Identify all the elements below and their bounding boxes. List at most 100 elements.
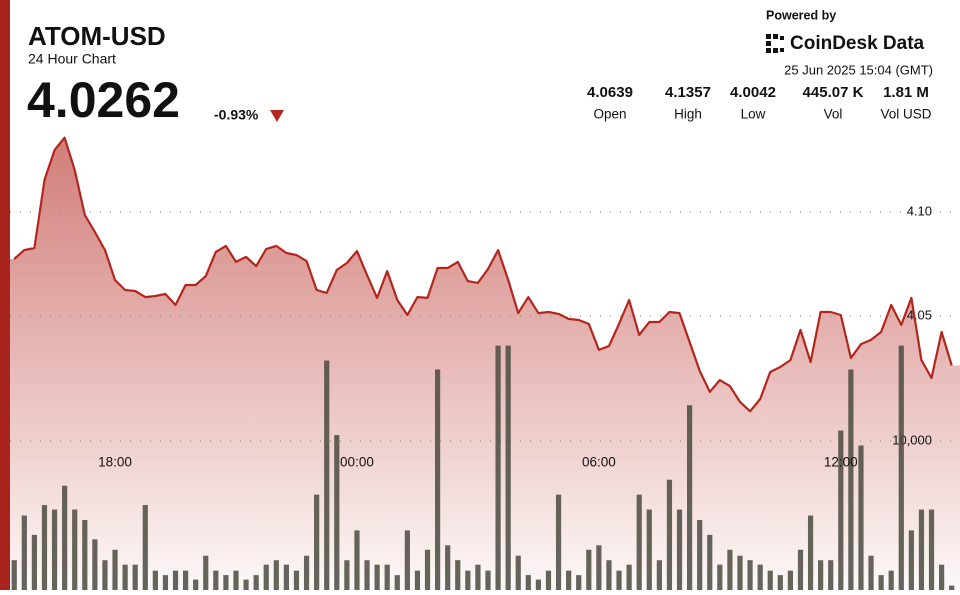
volume-bar <box>838 430 844 590</box>
stat-label: Low <box>741 107 766 122</box>
volume-bar <box>132 564 138 590</box>
volume-bar <box>62 485 68 590</box>
volume-bar <box>566 570 572 590</box>
volume-bar <box>888 570 894 590</box>
volume-bar <box>939 564 945 590</box>
volume-bar <box>41 505 48 590</box>
stat-value: 4.1357 <box>665 84 711 101</box>
volume-bar <box>344 560 350 590</box>
volume-bar <box>283 564 289 590</box>
volume-bar <box>737 555 743 590</box>
stat-label: Open <box>593 107 626 122</box>
stats: 4.0639 Open 4.1357 High 4.0042 Low 445.07 K Vol… <box>587 84 932 122</box>
volume-bar <box>334 435 340 590</box>
volume-bar <box>606 560 612 590</box>
volume-bar <box>707 534 713 590</box>
volume-bar <box>414 570 421 590</box>
volume-bar <box>152 570 158 590</box>
volume-bar <box>394 575 400 590</box>
volume-bar <box>273 560 279 590</box>
volume-bar <box>555 494 562 590</box>
volume-bar <box>112 549 118 590</box>
brand-logo <box>766 34 784 53</box>
volume-bar <box>303 555 310 590</box>
stat-value: 4.0639 <box>587 84 633 101</box>
x-tick-label: 00:00 <box>340 455 374 470</box>
volume-bar <box>757 564 763 590</box>
y-tick-label: 4.10 <box>907 203 932 218</box>
y-tick-label: 4.05 <box>907 307 932 322</box>
volume-bar <box>767 570 773 590</box>
volume-bar <box>293 570 300 590</box>
stat-label: Vol <box>824 107 843 122</box>
volume-bar <box>787 570 793 590</box>
down-arrow <box>270 110 284 122</box>
accent-strip <box>0 0 10 590</box>
price-line <box>13 136 953 413</box>
timestamp: 25 Jun 2025 15:04 (GMT) <box>784 62 933 77</box>
volume-bar <box>424 549 431 590</box>
volume-bar <box>576 575 582 590</box>
volume-bar <box>797 549 804 590</box>
volume-bar <box>92 539 98 590</box>
volume-bar <box>142 505 148 590</box>
volume-bar <box>878 575 884 590</box>
volume-bar <box>233 570 239 590</box>
volume-bar <box>253 575 259 590</box>
stat-label: Vol USD <box>880 107 931 122</box>
volume-bar <box>777 575 783 590</box>
volume-bar <box>485 570 491 590</box>
volume-bar <box>102 560 108 590</box>
change: -0.93% <box>214 107 259 123</box>
volume-bar <box>717 564 723 590</box>
volume-bar <box>475 564 481 590</box>
stat-value: 445.07 K <box>803 84 864 101</box>
volume-bar <box>586 549 592 590</box>
volume-bar <box>122 564 128 590</box>
volume-bar <box>505 345 511 590</box>
y-tick-label: 10,000 <box>892 432 932 447</box>
volume-bar <box>72 509 78 590</box>
volume-bar <box>928 509 935 590</box>
volume-bar <box>697 519 703 590</box>
volume-bar <box>828 560 834 590</box>
volume-bar <box>545 570 552 590</box>
volume-bar <box>918 509 925 590</box>
volume-bar <box>656 560 662 590</box>
volume-bar <box>203 555 209 590</box>
x-tick-label: 12:00 <box>824 455 858 470</box>
volume-bar <box>213 570 219 590</box>
volume-bar <box>243 579 249 590</box>
stat-value: 1.81 M <box>883 84 929 101</box>
volume-bar <box>646 509 652 590</box>
x-tick-label: 18:00 <box>98 455 132 470</box>
volume-bar <box>324 360 330 590</box>
volume-bar <box>172 570 179 590</box>
volume-bar <box>687 405 693 590</box>
volume-bar <box>193 579 199 590</box>
volume-bar <box>435 369 441 590</box>
volume-bar <box>747 560 753 590</box>
brand: CoinDesk Data <box>790 33 925 54</box>
x-tick-label: 06:00 <box>582 455 616 470</box>
volume-bar <box>374 564 380 590</box>
volume-bar <box>616 570 622 590</box>
volume-bar <box>364 560 370 590</box>
volume-bar <box>495 345 501 590</box>
volume-bar <box>314 494 320 590</box>
volume-bar <box>818 560 824 590</box>
plot-area: 4.05 4.10 10,000 18:00 00:00 06:00 12:00 <box>10 136 960 590</box>
volume-bar <box>183 570 189 590</box>
volume-bar <box>626 564 632 590</box>
volume-bar <box>455 560 461 590</box>
volume-bar <box>525 575 531 590</box>
volume-bar <box>858 445 864 590</box>
volume-bar <box>384 564 390 590</box>
volume-bar <box>848 369 854 590</box>
volume-bar <box>21 515 27 590</box>
volume-bar <box>223 575 229 590</box>
symbol: ATOM-USD <box>28 21 166 51</box>
subtitle: 24 Hour Chart <box>28 51 116 67</box>
volume-bar <box>11 560 17 590</box>
